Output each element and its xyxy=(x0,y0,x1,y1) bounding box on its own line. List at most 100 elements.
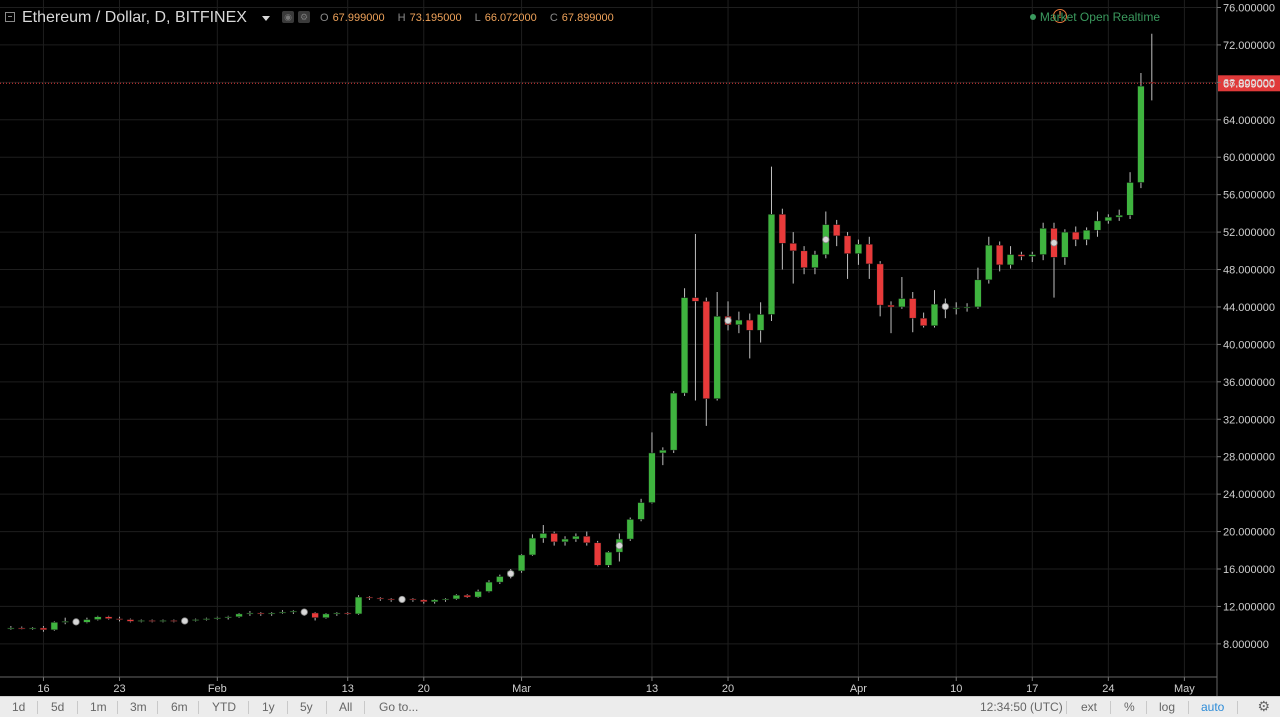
range-1y[interactable]: 1y xyxy=(262,700,275,714)
goto-button[interactable]: Go to... xyxy=(379,700,419,714)
candle-body xyxy=(887,304,895,308)
event-marker xyxy=(822,235,830,244)
range-5y[interactable]: 5y xyxy=(300,700,313,714)
candle-body xyxy=(354,596,363,615)
price-chart[interactable]: 67.899000 8.000000 12.000000 16.000000 20.0… xyxy=(0,0,1280,696)
candle-body xyxy=(1017,254,1026,257)
y-tick-label: 36.000000 xyxy=(1223,377,1275,389)
realtime-text: Realtime xyxy=(1112,10,1160,24)
collapse-icon[interactable] xyxy=(5,12,15,22)
y-tick-label: 40.000000 xyxy=(1223,339,1275,351)
candle-body xyxy=(833,224,841,237)
candle-body xyxy=(930,303,939,326)
x-tick-label: 13 xyxy=(646,683,658,695)
chart-grid xyxy=(0,0,1280,696)
candle-body xyxy=(224,616,232,618)
candle-body xyxy=(246,612,254,615)
market-open-text: Market Open xyxy=(1039,10,1110,24)
x-tick-label: 17 xyxy=(1026,683,1038,695)
low-label: L xyxy=(474,12,481,24)
candle-body xyxy=(115,618,124,620)
status-dot-icon xyxy=(1029,14,1036,20)
candle-body xyxy=(170,620,178,622)
candle-body xyxy=(637,502,645,520)
candle-body xyxy=(202,618,211,620)
symbol-title[interactable]: Ethereum / Dollar, D, BITFINEX xyxy=(22,9,247,26)
candle-body xyxy=(365,596,374,599)
candle-body xyxy=(333,612,341,615)
candle-body xyxy=(1028,254,1036,257)
chart-background xyxy=(0,0,1280,696)
y-tick-label: 48.000000 xyxy=(1223,265,1275,277)
candle-body xyxy=(528,537,537,556)
ohlc-values: O 67.999000 H 73.195000 L 66.072000 C 67.899… xyxy=(320,12,624,24)
event-marker xyxy=(615,542,623,550)
candle-body xyxy=(1039,228,1047,255)
candle-body xyxy=(7,627,15,630)
candle-body xyxy=(311,612,319,618)
auto-toggle[interactable]: auto xyxy=(1201,700,1225,714)
event-marker xyxy=(941,302,949,311)
range-1d[interactable]: 1d xyxy=(12,700,26,714)
event-marker xyxy=(72,618,80,626)
y-tick-label: 64.000000 xyxy=(1223,115,1275,127)
log-toggle[interactable]: log xyxy=(1159,700,1176,714)
candle-body xyxy=(811,254,819,268)
y-tick-label: 44.000000 xyxy=(1223,302,1275,314)
x-tick-label: 23 xyxy=(113,683,125,695)
candle-body xyxy=(420,599,428,603)
candle-body xyxy=(1137,85,1145,183)
range-all[interactable]: All xyxy=(339,700,353,714)
x-tick-label: May xyxy=(1174,683,1195,695)
gear-icon[interactable]: ⚙ xyxy=(1257,698,1270,714)
event-marker xyxy=(507,570,515,578)
candle-body xyxy=(1115,214,1123,218)
candle-body xyxy=(746,319,754,331)
candle-body xyxy=(213,617,221,619)
ext-toggle[interactable]: ext xyxy=(1081,700,1098,714)
candle-body xyxy=(322,613,330,618)
y-tick-label: 32.000000 xyxy=(1223,414,1275,426)
candle-body xyxy=(550,533,558,543)
candle-body xyxy=(539,533,547,539)
camera-icon[interactable]: ◉ xyxy=(282,11,294,23)
range-3m[interactable]: 3m xyxy=(130,700,147,714)
candle-body xyxy=(626,519,634,540)
percent-toggle[interactable]: % xyxy=(1124,700,1135,714)
candle-body xyxy=(963,306,971,309)
settings-icon[interactable]: ⚙ xyxy=(298,11,310,23)
candle-body xyxy=(735,319,743,325)
range-ytd[interactable]: YTD xyxy=(212,700,236,714)
candle-body xyxy=(148,620,156,622)
y-tick-label: 28.000000 xyxy=(1223,452,1275,464)
clock-time: 12:34:50 (UTC) xyxy=(980,700,1063,714)
candle-body xyxy=(1093,220,1102,231)
warning-icon[interactable]: ! xyxy=(1053,9,1067,23)
last-price-label: 67.899000 xyxy=(1223,78,1275,90)
candle-body xyxy=(713,316,721,399)
candle-body xyxy=(1104,216,1112,222)
x-tick-label: Apr xyxy=(850,683,867,695)
candle-body xyxy=(105,616,113,619)
y-tick-label: 68.000000 xyxy=(1223,77,1275,89)
candle-body xyxy=(39,627,48,631)
candle-body xyxy=(191,619,200,621)
candle-body xyxy=(865,244,873,265)
candle-body xyxy=(648,452,656,503)
candle-body xyxy=(572,535,580,540)
x-tick-label: 20 xyxy=(722,683,734,695)
range-1m[interactable]: 1m xyxy=(90,700,107,714)
range-5d[interactable]: 5d xyxy=(51,700,65,714)
event-marker xyxy=(398,595,406,604)
candle-body xyxy=(974,279,982,308)
x-tick-label: 24 xyxy=(1102,683,1114,695)
y-tick-label: 56.000000 xyxy=(1223,190,1275,202)
candle-body xyxy=(778,214,786,244)
y-tick-label: 24.000000 xyxy=(1223,489,1275,501)
y-tick-label: 12.000000 xyxy=(1223,601,1275,613)
x-tick-label: 16 xyxy=(37,683,49,695)
candle-body xyxy=(985,244,993,281)
candle-body xyxy=(376,597,384,600)
chevron-down-icon[interactable] xyxy=(262,16,270,21)
range-6m[interactable]: 6m xyxy=(171,700,188,714)
